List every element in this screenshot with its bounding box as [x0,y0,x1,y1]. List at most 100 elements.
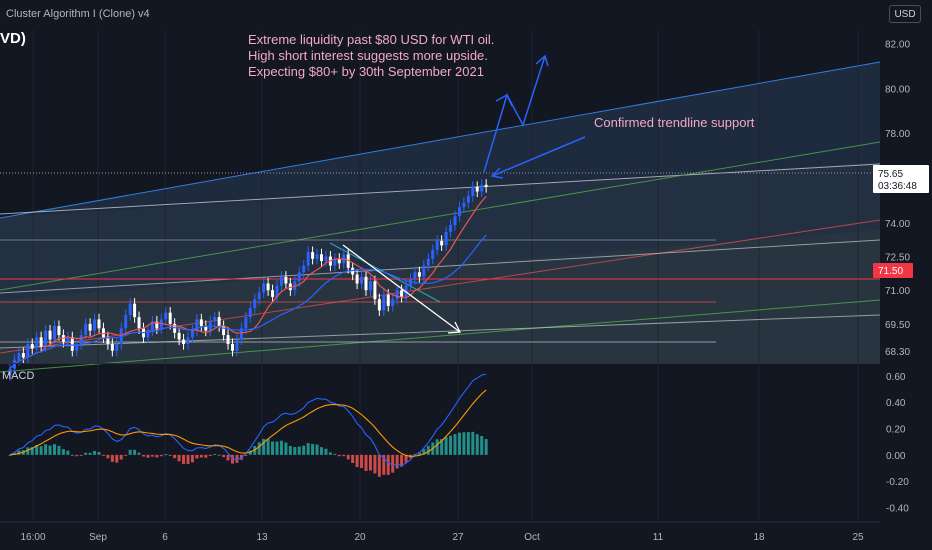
symbol-fragment: VD) [0,30,26,47]
white-arrow-line [342,244,461,333]
candle-body [21,353,25,358]
white-arrow-head [447,321,462,334]
macd-histogram-bar [208,454,212,456]
candle-body [279,276,283,286]
current-price-label: 75.65 [878,169,903,180]
macd-histogram-bar [302,445,306,455]
candle-body [84,323,88,336]
macd-histogram-bar [484,439,488,455]
candle-body [453,216,457,226]
candle-body [355,274,359,284]
macd-histogram-bar [235,454,239,463]
macd-histogram-bar [26,447,30,455]
macd-histogram-bar [435,439,439,455]
white-trendline-2 [0,239,881,294]
candle-body [409,279,412,286]
time-tick-label: 6 [162,532,168,543]
macd-histogram-bar [146,454,150,458]
macd-histogram-bar [311,443,315,455]
candle-body [128,303,132,315]
candle-body [391,299,395,306]
candle-body [440,240,444,246]
macd-tick-label: 0.00 [886,451,906,462]
macd-histogram-bar [386,454,390,475]
macd-histogram-bar [39,446,43,455]
macd-histogram-bar [337,454,341,457]
macd-histogram-bar [293,447,297,455]
candle-body [324,256,328,262]
candle-body [435,240,439,250]
macd-histogram-bar [133,449,137,455]
candle-body [426,258,430,266]
macd-histogram-bar [284,442,288,455]
macd-histogram-bar [404,454,408,463]
candle-body [17,353,21,360]
macd-histogram-bar [177,454,181,462]
price-tick-label: 82.00 [885,39,910,50]
candle-body [377,299,381,311]
macd-histogram-bar [279,440,283,455]
candle-body [182,339,186,345]
candle-body [449,225,453,232]
candle-body [297,272,301,282]
level-price-tag: 71.50 [873,263,913,278]
macd-histogram-bar [137,452,141,455]
drawing-arrows [342,54,586,334]
macd-histogram-bar [75,454,79,457]
macd-histogram-bar [297,446,301,455]
macd-histogram-bar [248,450,252,455]
candle-body [262,283,266,293]
macd-histogram-bar [457,432,461,455]
candle-body [368,281,372,291]
candle-body [150,321,154,331]
candle-body [70,337,74,351]
macd-histogram-bar [475,434,479,455]
candle-body [155,321,159,329]
candle-body [226,335,230,345]
macd-histogram-bar [275,441,279,455]
macd-histogram-bar [88,452,92,455]
time-tick-label: 11 [653,532,664,543]
annotation-line-3: Expecting $80+ by 30th September 2021 [248,64,484,79]
candle-body [239,328,243,340]
macd-histogram-bar [53,444,56,455]
macd-histogram-bar [168,454,172,456]
candle-body [93,319,97,331]
time-tick-label: Sep [89,532,107,543]
price-tick-label: 72.50 [885,253,910,264]
ma-fast-line [9,196,487,370]
indicator-title: Cluster Algorithm I (Clone) v4 [6,8,150,20]
candle-body [462,202,466,208]
macd-tick-label: -0.40 [886,503,909,514]
macd-histogram-bar [70,454,74,456]
macd-histogram-bar [110,454,114,462]
macd-histogram-bar [115,454,119,463]
candle-body [231,344,234,351]
macd-histogram-bar [382,454,386,475]
currency-button[interactable]: USD [889,5,921,23]
macd-histogram-bar [266,439,270,455]
candle-body [244,317,248,329]
macd-histogram-bar [320,447,323,455]
macd-histogram-bar [124,454,128,456]
macd-histogram-bar [466,432,470,455]
candle-body [44,330,48,347]
macd-histogram-bar [333,453,337,455]
candle-body [190,330,194,338]
macd-axis[interactable]: 0.60 0.40 0.20 0.00 -0.20 -0.40 [886,372,909,515]
candle-body [110,344,114,351]
annotation-line-1: Extreme liquidity past $80 USD for WTI o… [248,32,495,47]
candle-body [48,330,52,340]
macd-histogram-bar [173,454,177,459]
candle-body [337,258,341,264]
time-axis[interactable]: 16:00 Sep 6 13 20 27 Oct 11 18 25 [0,521,880,543]
candle-body [97,319,101,329]
candle-body [115,344,119,351]
candle-body [382,294,386,311]
candle-body [346,254,350,268]
macd-histogram-bar [204,454,208,458]
candle-body [417,272,421,277]
macd-histogram-bar [190,454,194,463]
macd-histogram-bar [199,454,203,458]
